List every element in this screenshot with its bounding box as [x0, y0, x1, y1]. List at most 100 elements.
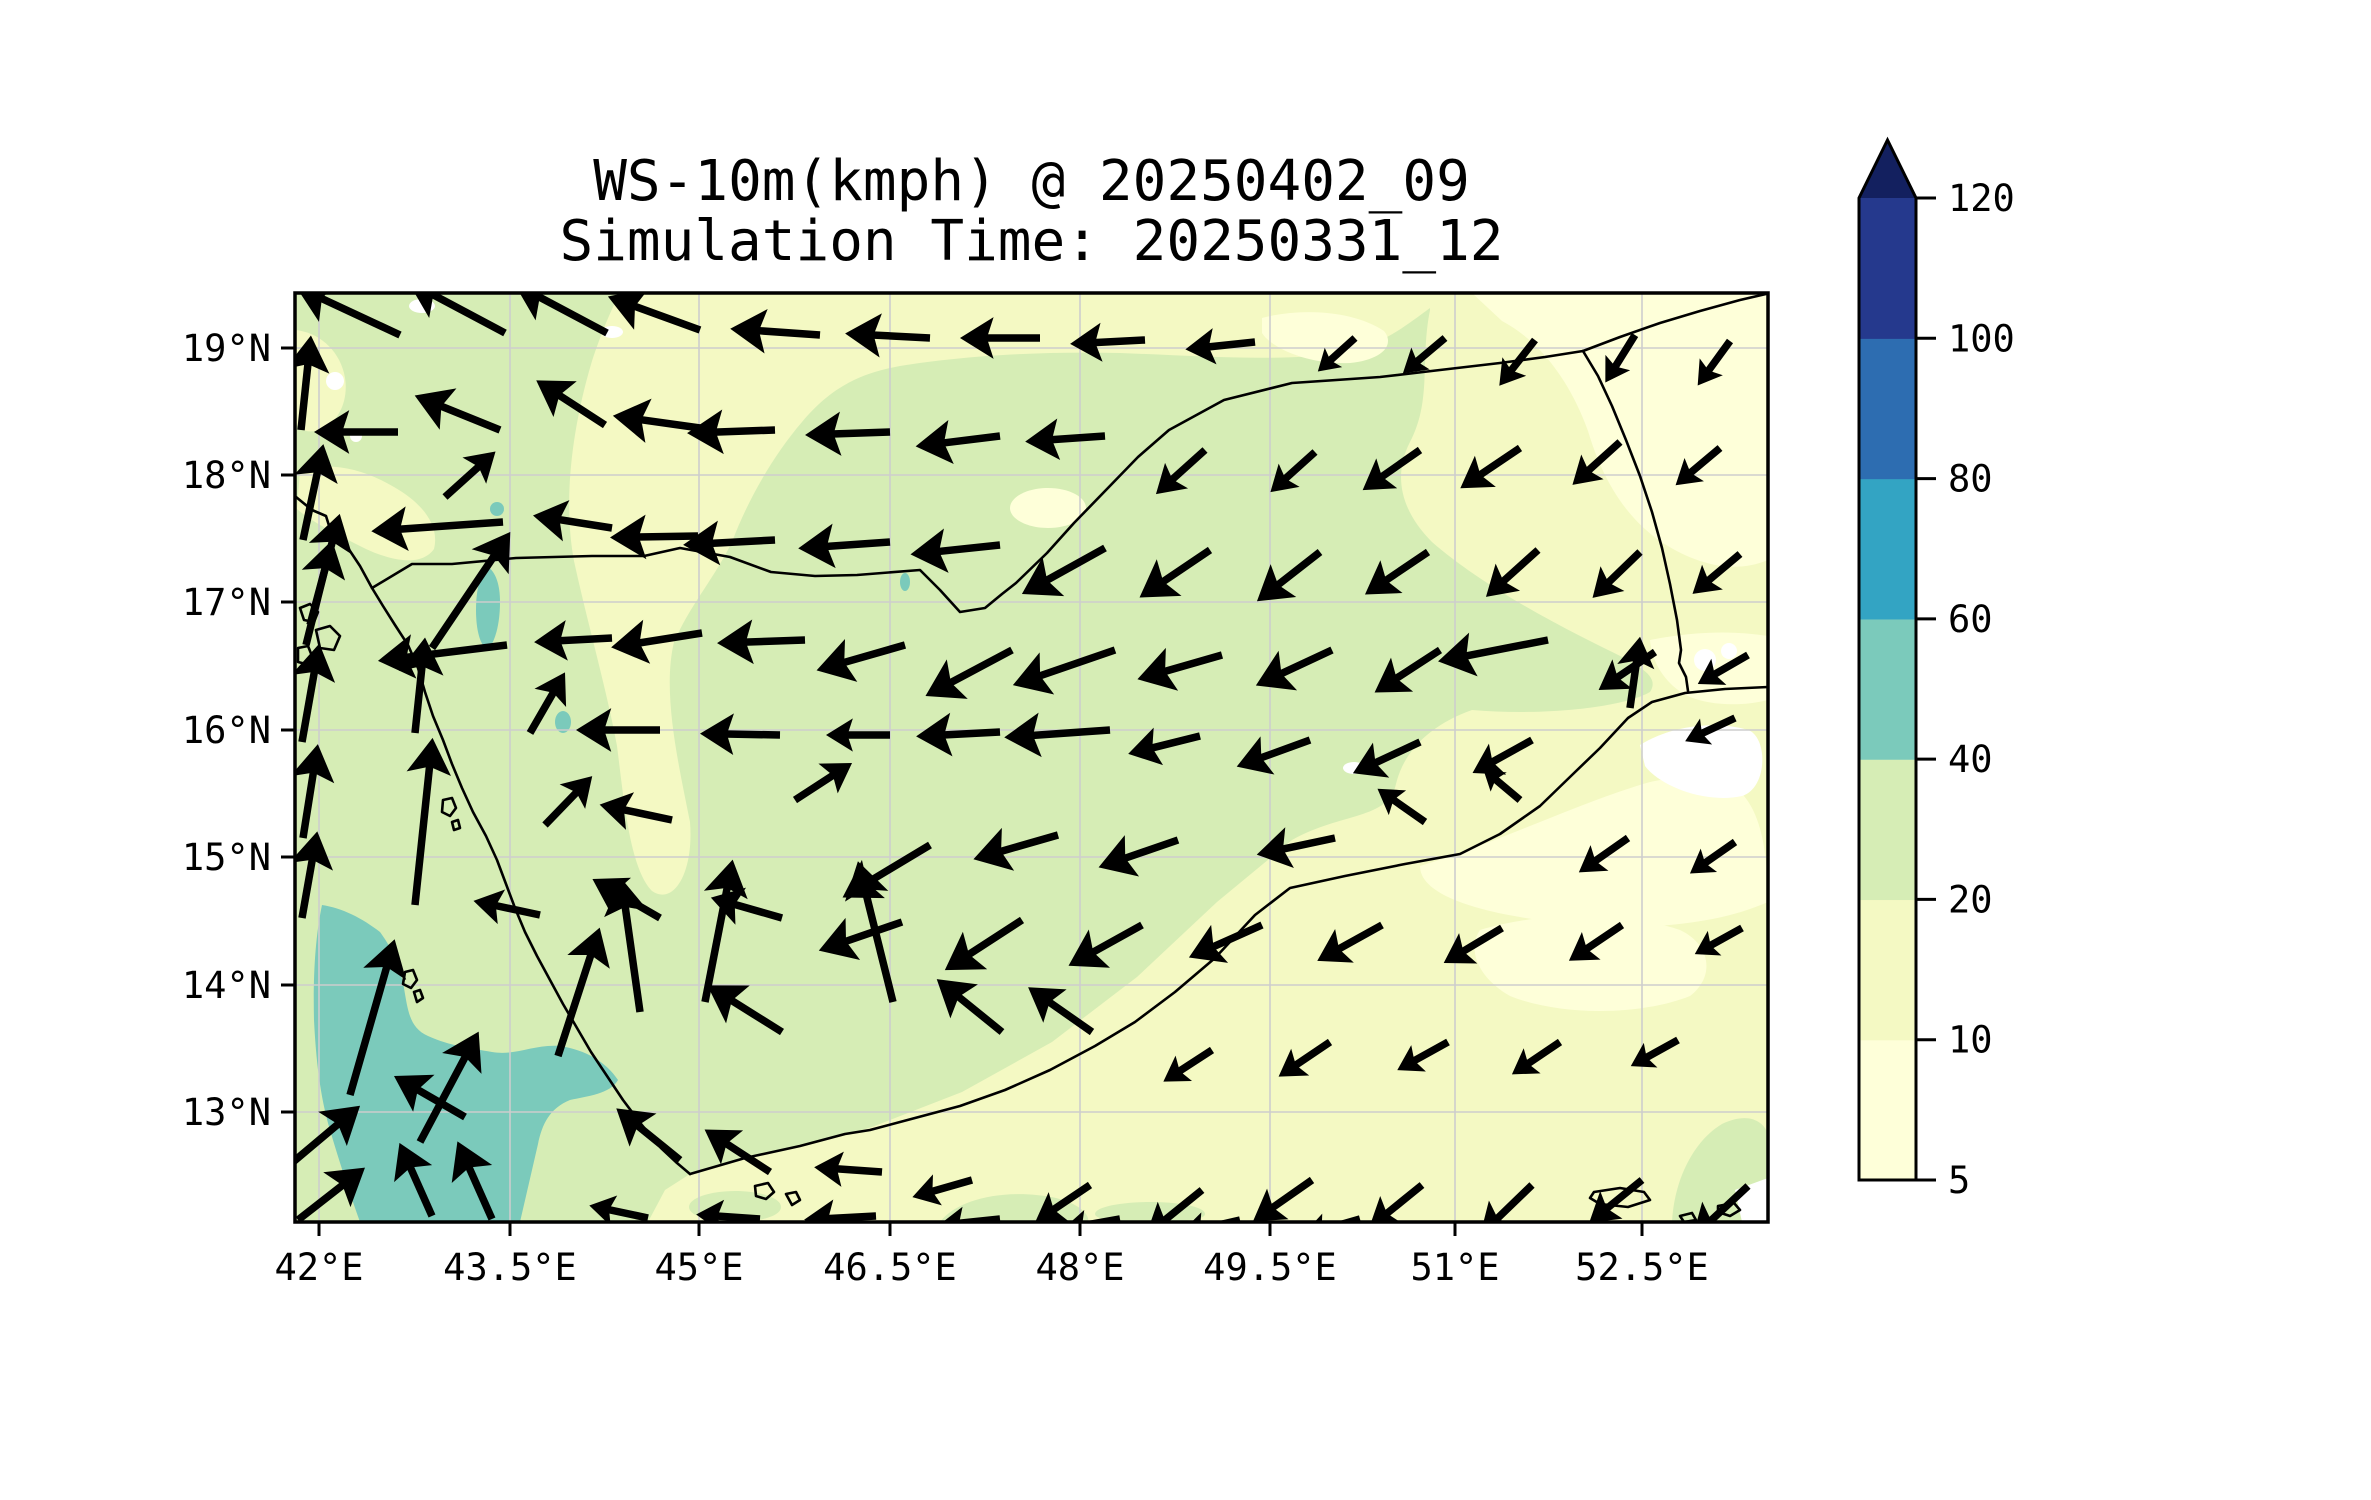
- quiver-arrow-head: [1191, 1212, 1202, 1222]
- x-tick-label: 48°E: [1035, 1246, 1124, 1289]
- quiver-arrow-shaft: [841, 641, 907, 667]
- contour-spot: [1721, 643, 1737, 659]
- title-line-1: WS-10m(kmph) @ 20250402_09: [593, 149, 1470, 214]
- quiver-arrow-head: [944, 931, 988, 971]
- quiver-arrow-shaft: [607, 1205, 649, 1222]
- quiver-arrow-head: [805, 411, 842, 456]
- quiver-arrow-shaft: [554, 952, 595, 1058]
- quiver-arrow-shaft: [1278, 646, 1334, 678]
- quiver-arrow-head: [804, 1199, 834, 1222]
- quiver-arrow-head: [1511, 1048, 1541, 1075]
- quiver-arrow-head: [462, 451, 496, 484]
- quiver-arrow-shaft: [1037, 646, 1117, 680]
- colorbar-tick-label: 40: [1948, 738, 1993, 781]
- quiver-arrow-shaft: [558, 634, 613, 645]
- quiver-arrow-head: [1402, 347, 1430, 374]
- quiver-arrow-head: [471, 531, 511, 575]
- quiver-arrow-head: [1675, 458, 1704, 486]
- contour-region-yellow-tongue-central: [569, 293, 1430, 895]
- quiver-arrow-head: [1314, 1213, 1323, 1222]
- x-tick-label: 46.5°E: [823, 1246, 957, 1289]
- quiver-arrow-head: [912, 1174, 942, 1206]
- quiver-arrow-head: [295, 744, 335, 784]
- quiver-arrow-head: [1460, 455, 1496, 489]
- quiver-arrow-shaft: [1711, 651, 1750, 678]
- quiver-arrow-shaft: [1592, 834, 1631, 865]
- quiver-arrow-head: [567, 927, 610, 969]
- quiver-arrow-head: [818, 917, 861, 961]
- quiver-arrow-shaft: [414, 1085, 467, 1121]
- quiver-arrow-shaft: [832, 428, 891, 438]
- quiver-arrow-head: [710, 887, 747, 925]
- quiver-arrow-shaft: [621, 805, 673, 824]
- map-area: [295, 293, 1768, 1222]
- quiver-arrow-head: [1397, 1045, 1426, 1072]
- coastline-red-sea-island-1: [401, 968, 419, 990]
- quiver-arrow-shaft: [1090, 921, 1144, 957]
- quiver-arrow-head: [818, 762, 853, 794]
- quiver-arrow-shaft: [557, 515, 613, 532]
- quiver-arrow-shaft: [725, 730, 781, 739]
- quiver-arrow-head: [363, 939, 407, 981]
- x-tick-label: 42°E: [274, 1246, 363, 1289]
- quiver-field: [295, 293, 1751, 1222]
- quiver-arrow-head: [1364, 560, 1403, 595]
- y-tick-label: 18°N: [182, 454, 271, 497]
- quiver-arrow-shaft: [1644, 1036, 1680, 1062]
- quiver-arrow-head: [1035, 1192, 1068, 1222]
- quiver-arrow-shaft: [406, 1164, 436, 1218]
- quiver-arrow-shaft: [295, 1120, 342, 1166]
- y-tick-label: 16°N: [182, 709, 271, 752]
- quiver-arrow-head: [1317, 347, 1343, 372]
- quiver-arrow-shaft: [744, 636, 806, 646]
- quiver-arrow-shaft: [299, 770, 318, 839]
- quiver-arrow-shaft: [1507, 337, 1538, 374]
- quiver-arrow-head: [1377, 788, 1407, 816]
- quiver-arrow-shaft: [1500, 547, 1541, 585]
- quiver-arrow-head: [1185, 328, 1217, 365]
- quiver-arrow-head: [559, 776, 593, 809]
- quiver-arrow-head: [1256, 564, 1297, 602]
- quiver-arrow-head: [1270, 463, 1300, 493]
- quiver-arrow-head: [473, 889, 506, 925]
- contour-spot: [326, 372, 344, 390]
- y-tick-label: 19°N: [182, 327, 271, 370]
- quiver-arrow-head: [844, 861, 889, 902]
- quiver-arrow-shaft: [297, 362, 312, 431]
- quiver-arrow-head: [612, 398, 652, 443]
- quiver-arrow-head: [616, 1108, 657, 1147]
- quiver-arrow-head: [451, 1141, 493, 1183]
- quiver-arrow-head: [295, 444, 338, 484]
- y-tick-label: 14°N: [182, 964, 271, 1007]
- quiver-arrow-shaft: [1477, 444, 1523, 479]
- quiver-arrow-head: [589, 1195, 618, 1222]
- quiver-arrow-head: [323, 1167, 365, 1208]
- quiver-arrow-shaft: [955, 993, 1005, 1035]
- quiver-arrow-head: [1443, 933, 1478, 964]
- colorbar: 5 10 20 40 60 80 100 120: [1857, 136, 2015, 1202]
- quiver-arrow-shaft: [872, 331, 931, 342]
- quiver-arrow-head: [717, 619, 754, 665]
- coastline-red-sea-island-2: [412, 988, 425, 1004]
- contour-region-cyan-lake: [476, 566, 500, 650]
- quiver-arrow-head: [536, 380, 577, 418]
- quiver-arrow-head: [394, 1142, 433, 1183]
- quiver-arrow-shaft: [732, 900, 784, 922]
- y-tick-label: 13°N: [182, 1091, 271, 1134]
- quiver-arrow-head: [707, 985, 750, 1024]
- quiver-arrow-head: [910, 528, 949, 573]
- contour-spot: [900, 573, 910, 591]
- quiver-arrow-shaft: [716, 1212, 761, 1222]
- quiver-arrow-shaft: [1046, 998, 1095, 1036]
- quiver-arrow-shaft: [526, 689, 558, 735]
- quiver-arrow-head: [1630, 1042, 1658, 1068]
- quiver-arrow-shaft: [1411, 1038, 1450, 1065]
- quiver-arrow-head: [519, 293, 545, 321]
- quiver-arrow-shaft: [937, 541, 1001, 556]
- quiver-arrow-shaft: [632, 302, 702, 334]
- quiver-arrow-head: [1163, 1055, 1193, 1082]
- quiver-arrow-shaft: [299, 470, 322, 541]
- quiver-arrow-shaft: [416, 1054, 470, 1144]
- quiver-arrow-shaft: [621, 904, 644, 1013]
